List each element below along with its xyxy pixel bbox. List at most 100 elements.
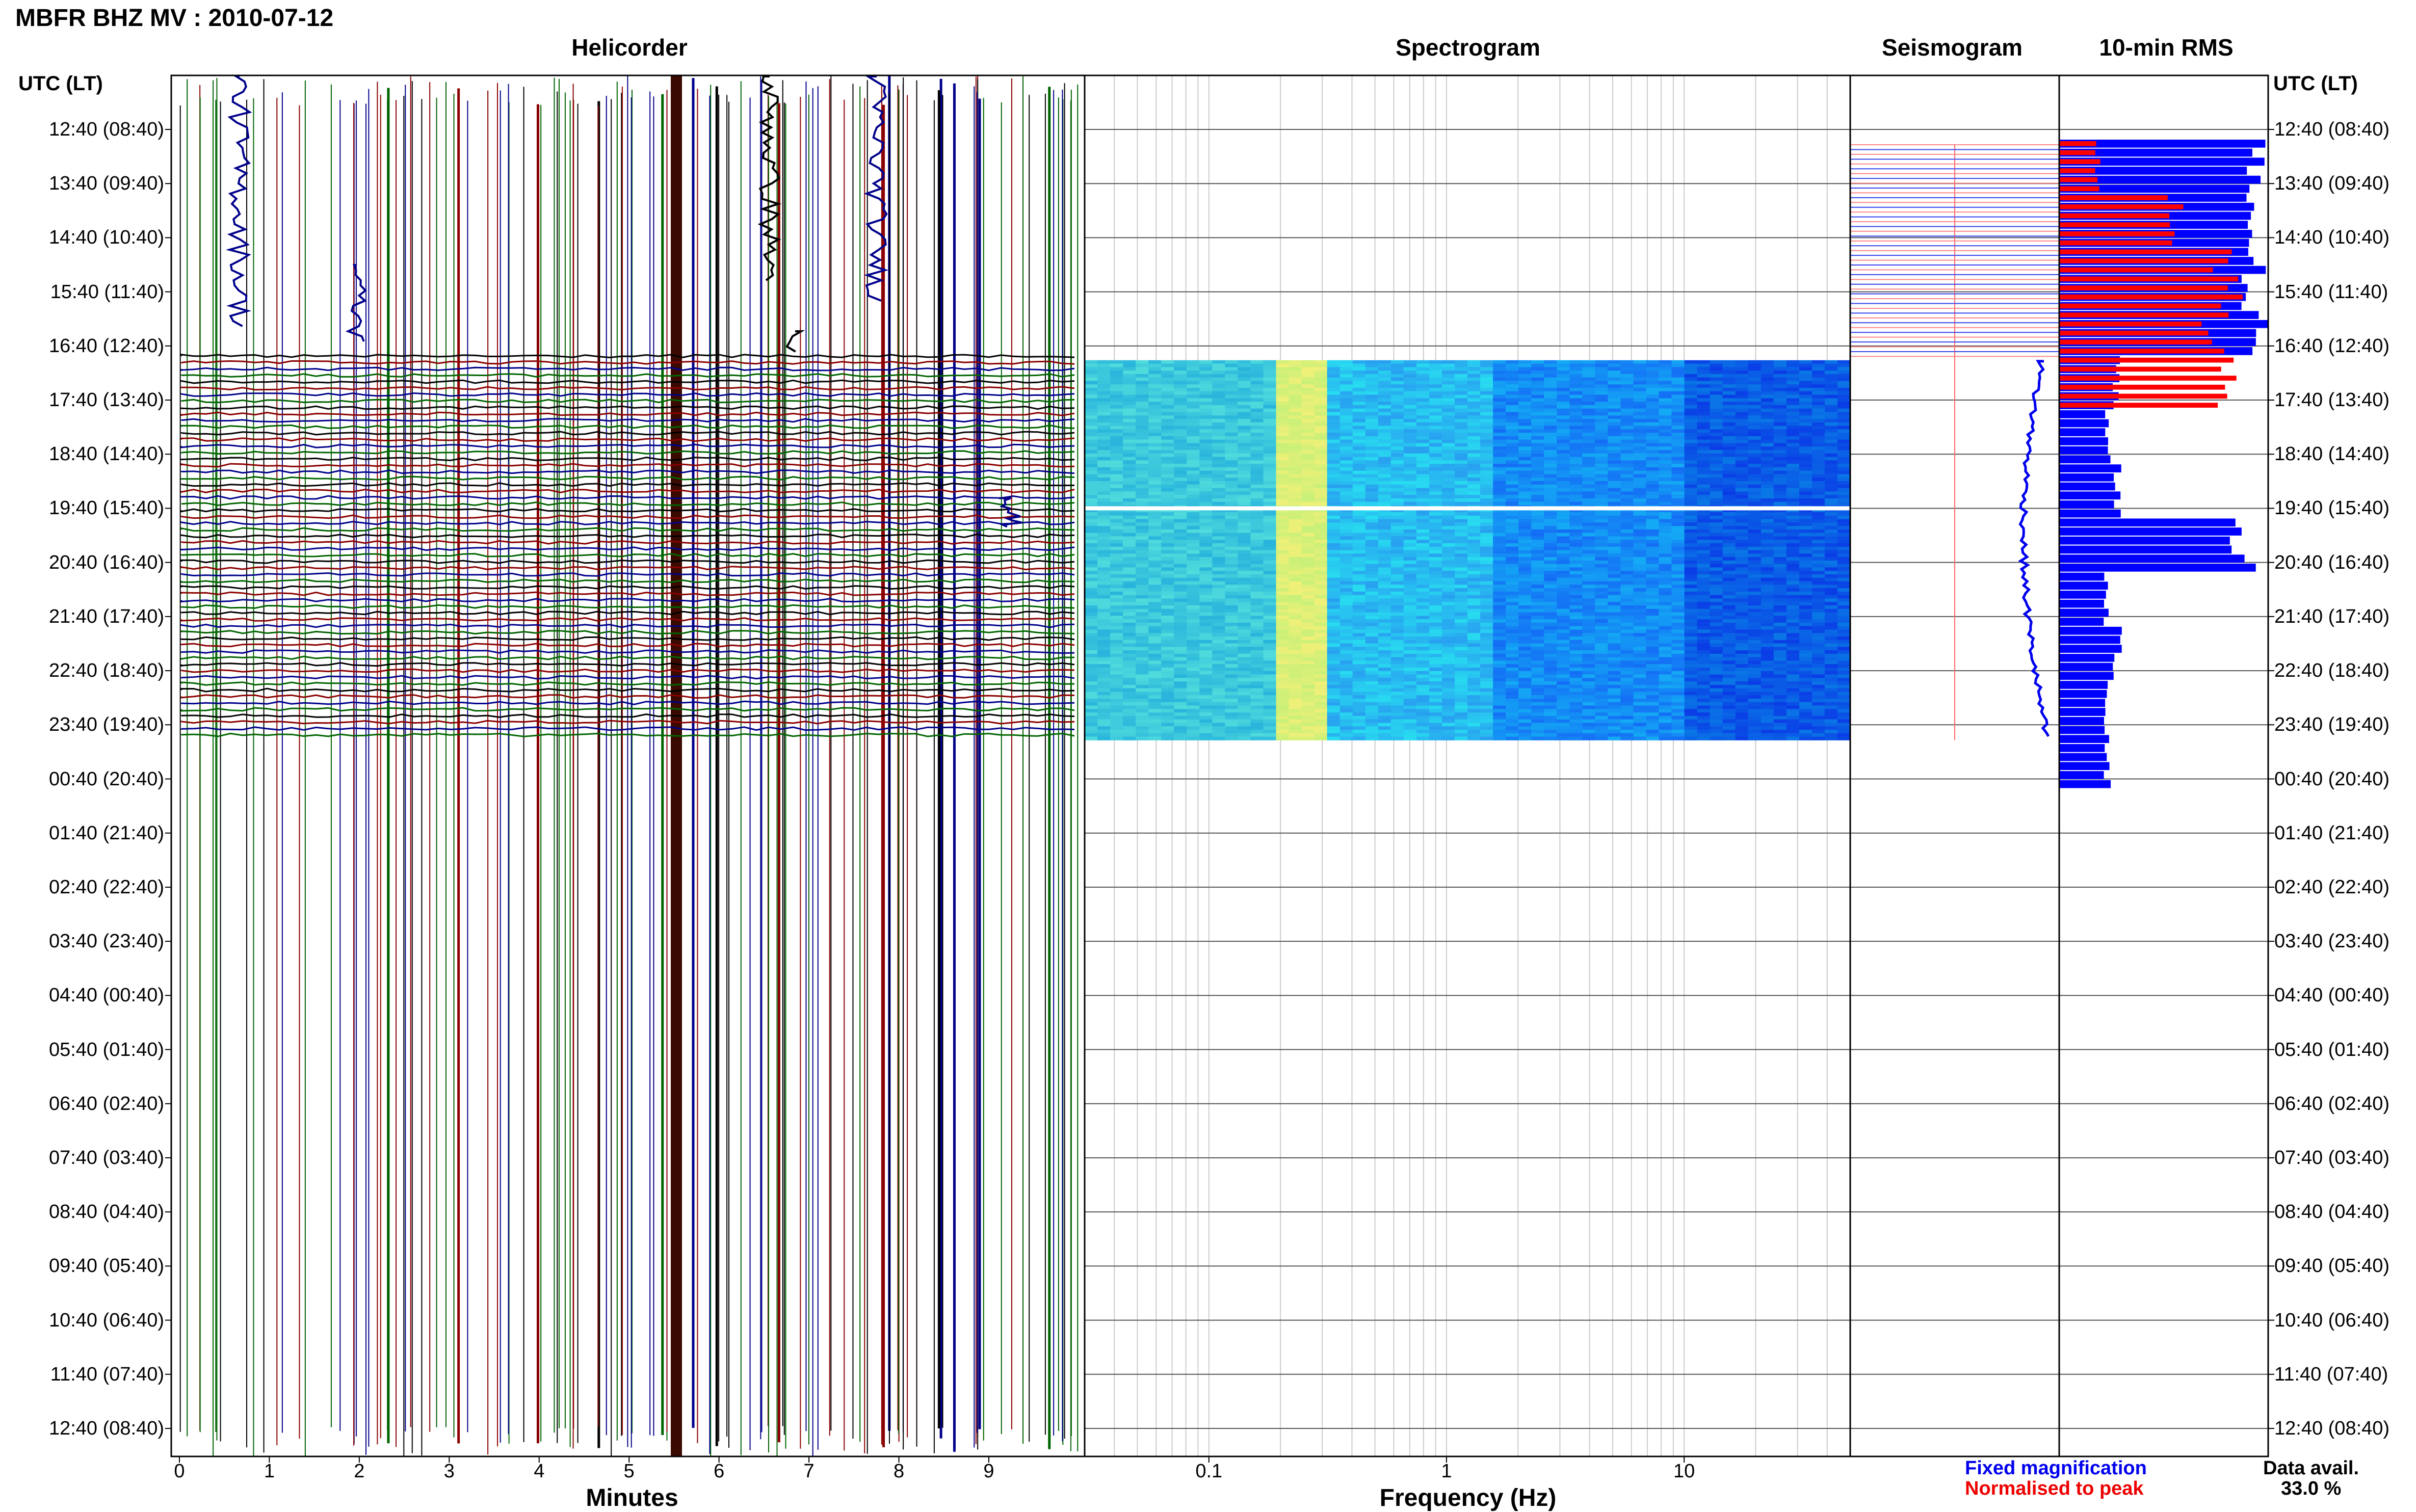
spectrogram-cell (1799, 581, 1813, 585)
spectrogram-cell (1672, 495, 1685, 498)
spectrogram-cell (1199, 474, 1213, 478)
spectrogram-cell (1518, 557, 1532, 561)
spectrogram-cell (1302, 450, 1315, 454)
spectrogram-cell (1467, 384, 1481, 388)
spectrogram-cell (1340, 429, 1353, 433)
spectrogram-cell (1659, 391, 1672, 395)
spectrogram-cell (1710, 592, 1723, 595)
spectrogram-cell (1774, 616, 1787, 619)
spectrogram-cell (1416, 529, 1430, 533)
spectrogram-cell (1353, 436, 1366, 440)
spectrogram-cell (1391, 616, 1404, 619)
spectrogram-cell (1812, 609, 1825, 613)
spectrogram-cell (1595, 457, 1608, 461)
spectrogram-cell (1544, 616, 1557, 619)
spectrogram-cell (1148, 592, 1162, 595)
spectrogram-cell (1110, 367, 1123, 370)
spectrogram-cell (1404, 415, 1417, 419)
spectrogram-cell (1378, 602, 1391, 605)
spectrogram-cell (1264, 512, 1277, 516)
spectrogram-cell (1161, 526, 1174, 529)
spectrogram-cell (1378, 474, 1391, 478)
spectrogram-cell (1467, 360, 1481, 364)
spectrogram-cell (1608, 502, 1621, 506)
spectrogram-cell (1774, 440, 1787, 443)
spectrogram-cell (1799, 550, 1813, 554)
spectrogram-cell (1787, 574, 1800, 578)
spectrogram-cell (1161, 553, 1174, 557)
spectrogram-cell (1685, 474, 1698, 478)
spectrogram-cell (1608, 367, 1621, 370)
spectrogram-cell (1404, 460, 1417, 464)
spectrogram-cell (1315, 402, 1328, 405)
spectrogram-cell (1455, 543, 1468, 547)
spectrogram-cell (1685, 623, 1698, 626)
spectrogram-cell (1646, 491, 1660, 495)
spectrogram-cell (1097, 412, 1111, 416)
spectrogram-cell (1429, 602, 1442, 605)
spectrogram-cell (1774, 502, 1787, 506)
spectrogram-cell (1416, 464, 1430, 467)
spectrogram-cell (1250, 395, 1264, 399)
spectrogram-cell (1685, 533, 1698, 537)
spectrogram-cell (1557, 564, 1570, 568)
spectrogram-cell (1837, 595, 1851, 599)
spectrogram-cell (1404, 578, 1417, 581)
spectrogram-cell (1506, 512, 1519, 516)
spectrogram-cell (1748, 491, 1762, 495)
spectrogram-cell (1569, 613, 1583, 616)
spectrogram-cell (1685, 619, 1698, 623)
spectrogram-cell (1289, 495, 1302, 498)
spectrogram-cell (1289, 405, 1302, 409)
spectrogram-cell (1582, 454, 1595, 457)
spectrogram-cell (1812, 450, 1825, 454)
spectrogram-cell (1723, 533, 1736, 537)
spectrogram-cell (1787, 391, 1800, 395)
spectrogram-cell (1429, 626, 1442, 630)
spectrogram-cell (1187, 578, 1200, 581)
spectrogram-cell (1340, 581, 1353, 585)
spectrogram-cell (1825, 485, 1838, 488)
spectrogram-cell (1353, 585, 1366, 588)
spectrogram-cell (1480, 540, 1493, 543)
spectrogram-cell (1250, 384, 1264, 388)
spectrogram-cell (1723, 381, 1736, 385)
spectrogram-cell (1289, 436, 1302, 440)
spectrogram-cell (1429, 364, 1442, 367)
spectrogram-cell (1710, 398, 1723, 402)
spectrogram-cell (1097, 495, 1111, 498)
spectrogram-cell (1646, 553, 1660, 557)
spectrogram-cell (1174, 547, 1187, 550)
spectrogram-cell (1327, 502, 1341, 506)
spectrogram-cell (1276, 415, 1290, 419)
spectrogram-cell (1697, 581, 1711, 585)
spectrogram-cell (1518, 598, 1532, 602)
spectrogram-cell (1327, 391, 1341, 395)
spectrogram-cell (1595, 495, 1608, 498)
spectrogram-cell (1416, 564, 1430, 568)
spectrogram-cell (1161, 495, 1174, 498)
spectrogram-cell (1620, 415, 1634, 419)
spectrogram-cell (1646, 409, 1660, 412)
spectrogram-cell (1199, 454, 1213, 457)
spectrogram-cell (1429, 533, 1442, 537)
spectrogram-cell (1238, 537, 1251, 540)
spectrogram-cell (1353, 498, 1366, 502)
spectrogram-cell (1685, 557, 1698, 561)
spectrogram-cell (1097, 381, 1111, 385)
spectrogram-cell (1723, 443, 1736, 447)
spectrogram-cell (1302, 550, 1315, 554)
spectrogram-cell (1659, 543, 1672, 547)
spectrogram-cell (1761, 543, 1774, 547)
spectrogram-cell (1187, 588, 1200, 592)
spectrogram-cell (1302, 602, 1315, 605)
spectrogram-cell (1391, 454, 1404, 457)
spectrogram-cell (1276, 422, 1290, 426)
spectrogram-cell (1174, 433, 1187, 436)
spectrogram-cell (1187, 367, 1200, 370)
spectrogram-cell (1225, 370, 1238, 374)
spectrogram-cell (1365, 422, 1379, 426)
spectrogram-cell (1736, 471, 1749, 474)
spectrogram-cell (1340, 588, 1353, 592)
spectrogram-cell (1353, 426, 1366, 430)
